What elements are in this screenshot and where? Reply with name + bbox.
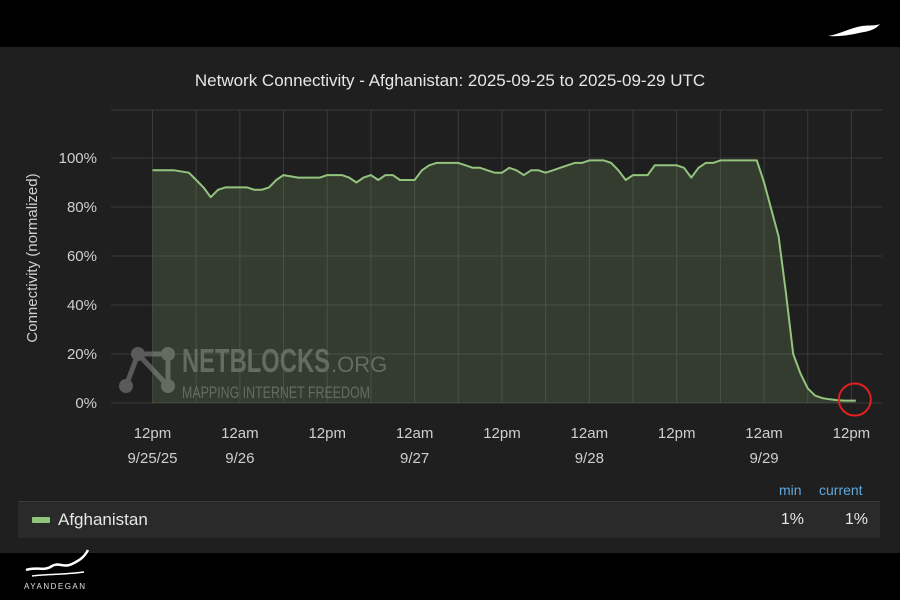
annotation-layer [837, 382, 872, 417]
y-tick-label: 60% [67, 248, 97, 265]
svg-text:MAPPING INTERNET FREEDOM: MAPPING INTERNET FREEDOM [182, 383, 370, 402]
x-tick-label: 12pm [833, 425, 871, 442]
bird-logo-icon [828, 24, 880, 37]
x-tick-date-label: 9/27 [400, 450, 429, 467]
series-layer [152, 159, 856, 403]
legend-swatch [32, 517, 50, 523]
x-tick-label: 12pm [483, 425, 521, 442]
x-tick-label: 12pm [134, 425, 172, 442]
watermark-brand: NETBLOCKS [182, 342, 330, 379]
x-tick-label: 12pm [658, 425, 696, 442]
legend-current-value: 1% [844, 511, 868, 528]
network-logo-icon [119, 347, 175, 393]
svg-text:.ORG: .ORG [331, 352, 387, 377]
x-tick-date-label: 9/26 [225, 450, 254, 467]
series-line-afghanistan[interactable] [152, 159, 856, 402]
y-tick-label: 100% [59, 150, 97, 167]
x-tick-date-label: 9/28 [575, 450, 604, 467]
chart-panel [0, 47, 900, 553]
watermark-suffix: .ORG [331, 352, 387, 377]
series-area-afghanistan [152, 160, 856, 403]
chart-title: Network Connectivity - Afghanistan: 2025… [195, 71, 705, 90]
x-tick-date-label: 9/29 [749, 450, 778, 467]
axis-labels: 0% 20% 40% 60% 80% 100% 12pm 9/25/25 12am 9/26 12p… [59, 150, 871, 467]
y-tick-label: 20% [67, 346, 97, 363]
ayandegan-logo-icon [25, 549, 90, 577]
x-tick-label: 12am [221, 425, 259, 442]
legend-min-value: 1% [780, 511, 804, 528]
y-axis-title: Connectivity (normalized) [24, 173, 41, 342]
y-tick-label: 40% [67, 297, 97, 314]
legend-row-afghanistan[interactable]: Afghanistan 1% 1% [18, 501, 880, 538]
x-tick-label: 12am [571, 425, 609, 442]
legend-series-name[interactable]: Afghanistan [58, 510, 148, 529]
legend-current-header[interactable]: current [819, 482, 863, 498]
x-tick-label: 12am [396, 425, 434, 442]
legend-header: min current [0, 482, 900, 500]
grid-lines [111, 109, 882, 404]
legend-min-header[interactable]: min [779, 482, 802, 498]
x-tick-label: 12am [745, 425, 783, 442]
watermark-tagline: MAPPING INTERNET FREEDOM [182, 383, 370, 402]
ayandegan-logo-text: AYANDEGAN [24, 582, 87, 591]
netblocks-watermark: NETBLOCKS .ORG MAPPING INTERNET FREEDOM [119, 342, 387, 402]
svg-text:NETBLOCKS: NETBLOCKS [182, 342, 330, 379]
x-tick-label: 12pm [308, 425, 346, 442]
y-tick-label: 80% [67, 199, 97, 216]
annotation-red-circle [837, 382, 872, 417]
x-tick-date-label: 9/25/25 [127, 450, 177, 467]
y-tick-label: 0% [75, 395, 97, 412]
